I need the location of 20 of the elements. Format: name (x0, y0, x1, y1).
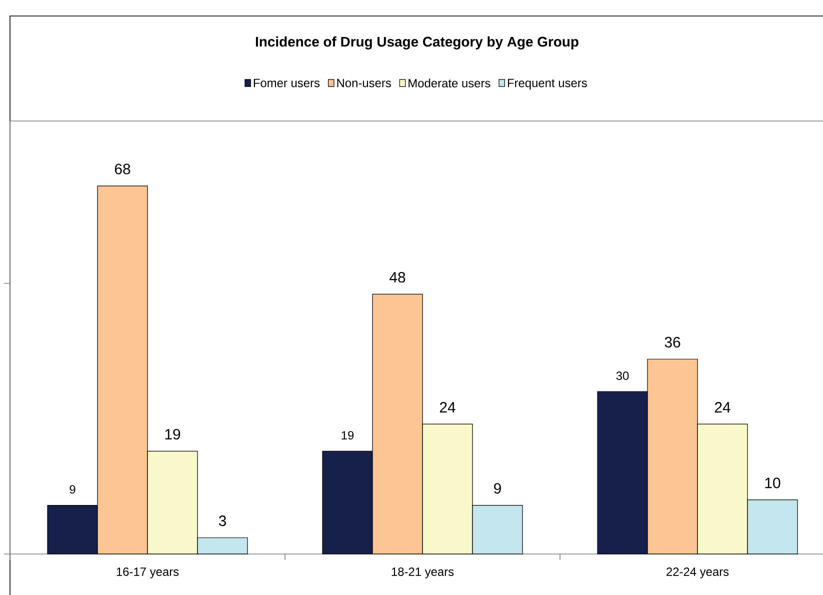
data-label: 24 (440, 402, 456, 412)
x-tick-label: 18-21 years (392, 568, 454, 578)
data-label: 9 (494, 483, 501, 494)
data-label: 3 (218, 516, 226, 526)
chart-title: Incidence of Drug Usage Category by Age Group (256, 36, 578, 50)
data-label: 36 (664, 336, 680, 348)
legend-label: Non-users (337, 78, 391, 88)
data-label: 48 (390, 272, 406, 283)
legend-label: Frequent users (508, 78, 587, 90)
data-label: 24 (714, 402, 730, 412)
data-label: 68 (114, 164, 130, 174)
data-label: 10 (765, 478, 780, 488)
x-tick-label: 16-17 years (116, 568, 179, 578)
legend-label: Fomer users (254, 78, 320, 88)
x-tick-label: 22-24 years (666, 568, 729, 578)
data-label: 19 (342, 431, 354, 440)
data-label: 19 (165, 428, 180, 440)
legend-label: Moderate users (408, 78, 490, 88)
data-label: 30 (616, 372, 629, 380)
data-label: 9 (70, 485, 76, 494)
